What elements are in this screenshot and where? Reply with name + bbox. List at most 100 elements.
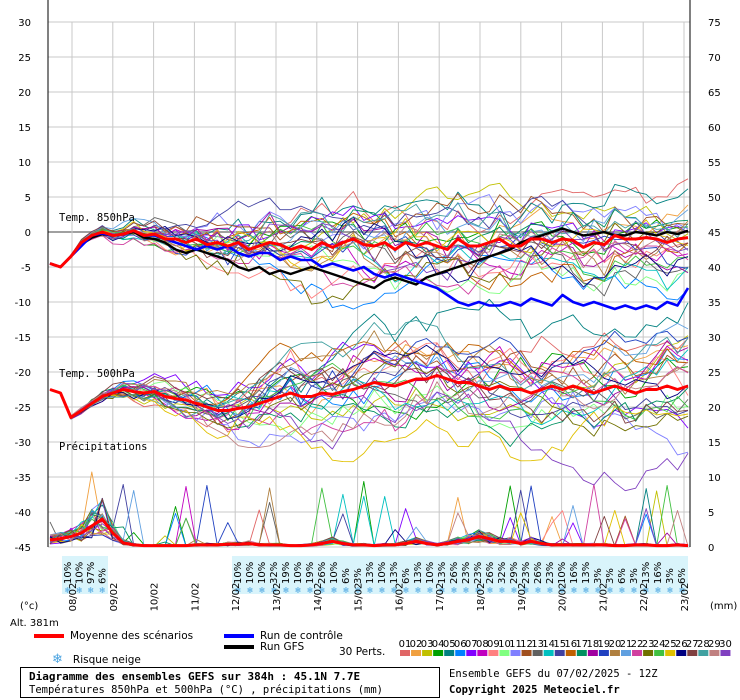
pert-label: 27: [686, 639, 699, 650]
copyright-text: Copyright 2025 Meteociel.fr: [449, 684, 620, 696]
member-t850-line: [49, 195, 689, 268]
legend-snow: ❄ Risque neige: [52, 652, 141, 667]
pert-label: 28: [697, 639, 710, 650]
snowflake-icon: ❄: [403, 586, 409, 596]
snow-risk-pct: 13%: [641, 562, 652, 584]
member-t500-line: [49, 389, 689, 463]
snowflake-icon: ❄: [271, 586, 277, 596]
chart-subtitle: Températures 850hPa et 500hPa (°C) , pré…: [29, 684, 384, 696]
snow-risk-band-b: [232, 556, 688, 594]
snow-risk-pct: 26%: [317, 562, 328, 584]
pert-label: 14: [542, 639, 555, 650]
pert-swatch: [609, 650, 620, 656]
pert-swatch: [422, 650, 433, 656]
chart-title-box: Diagramme des ensembles GEFS sur 384h : …: [20, 667, 440, 698]
snow-risk-pct: 29%: [509, 562, 520, 584]
snow-risk-pct: 13%: [413, 562, 424, 584]
member-t500-line: [49, 335, 689, 425]
snowflake-icon: ❄: [235, 586, 241, 596]
snow-risk-pct: 3%: [593, 568, 604, 584]
pert-swatch: [676, 650, 687, 656]
precip-section-label: Précipitations: [59, 441, 148, 453]
date-tick-label: 15/02: [354, 583, 365, 612]
date-tick-label: 13/02: [272, 583, 283, 612]
pert-label: 15: [553, 639, 566, 650]
pert-label: 22: [631, 639, 644, 650]
snowflake-icon: ❄: [511, 586, 517, 596]
snowflake-icon: ❄: [439, 586, 445, 596]
chart-axes: [47, 0, 691, 547]
left-tick-label: 30: [18, 18, 31, 29]
snow-risk-pct: 10%: [293, 562, 304, 584]
pert-swatch: [400, 650, 410, 656]
legend-mean: Moyenne des scénarios: [34, 630, 193, 642]
snow-risk-pct: 23%: [545, 562, 556, 584]
left-tick-label: 25: [18, 53, 31, 64]
snowflake-icon: ❄: [100, 586, 106, 596]
snow-risk-pct: 10%: [257, 562, 268, 584]
snow-risk-pct: 3%: [605, 568, 616, 584]
legend-control-swatch: [224, 634, 254, 638]
right-tick-label: 40: [708, 263, 721, 274]
snowflake-icon: ❄: [319, 586, 325, 596]
snowflake-icon: ❄: [583, 586, 589, 596]
member-t500-line: [49, 380, 689, 436]
pert-label: 03: [421, 639, 434, 650]
date-tick-label: 14/02: [313, 583, 324, 612]
pert-label: 23: [642, 639, 655, 650]
pert-label: 25: [664, 639, 677, 650]
right-tick-label: 5: [708, 508, 714, 519]
snow-risk-pct: 97%: [86, 562, 97, 584]
pert-swatch: [654, 650, 665, 656]
member-t850-line: [49, 216, 689, 288]
snowflake-icon: ❄: [343, 586, 349, 596]
snow-risk-pct: 23%: [461, 562, 472, 584]
t500-section-label: Temp. 500hPa: [59, 368, 135, 380]
snowflake-icon: ❄: [499, 586, 505, 596]
pert-swatch: [621, 650, 631, 656]
legend-snow-label: Risque neige: [72, 654, 141, 666]
snow-risk-pct: 6%: [617, 568, 628, 584]
pert-swatch: [587, 650, 598, 656]
snowflake-icon: ❄: [77, 586, 83, 596]
chart-title: Diagramme des ensembles GEFS sur 384h : …: [29, 670, 361, 683]
pert-label: 18: [586, 639, 599, 650]
t850-section-label: Temp. 850hPa: [59, 212, 135, 224]
mean-t500-line: [49, 374, 689, 419]
date-tick-label: 21/02: [598, 583, 609, 612]
snow-risk-pct: 10%: [557, 562, 568, 584]
pert-swatch: [698, 650, 709, 656]
snow-risk-pct: 26%: [449, 562, 460, 584]
legend-perts-label: 30 Perts.: [339, 646, 386, 658]
snow-risk-pct: 10%: [233, 562, 244, 584]
snowflake-icon: ❄: [415, 586, 421, 596]
legend-gfs: Run GFS: [224, 641, 304, 653]
snowflake-icon: ❄: [595, 586, 601, 596]
member-t500-line: [49, 330, 689, 419]
mean-precip-line: [49, 517, 689, 548]
snowflake-icon: ❄: [52, 652, 63, 667]
pert-label: 30: [719, 639, 732, 650]
pert-label: 01: [399, 639, 412, 650]
pert-label: 07: [465, 639, 478, 650]
snowflake-icon: ❄: [65, 586, 71, 596]
pert-swatch: [665, 650, 676, 656]
pert-swatch: [598, 650, 609, 656]
left-tick-label: 5: [25, 193, 31, 204]
snow-risk-band-a: [62, 556, 108, 594]
left-tick-label: -45: [15, 543, 31, 554]
pert-swatch: [521, 650, 532, 656]
pert-swatch: [720, 650, 731, 656]
pert-label: 11: [509, 639, 522, 650]
snow-risk-pct: 26%: [533, 562, 544, 584]
snowflake-icon: ❄: [355, 586, 361, 596]
pert-swatch: [565, 650, 576, 656]
left-tick-label: -40: [15, 508, 31, 519]
right-tick-label: 0: [708, 543, 714, 554]
right-tick-label: 10: [708, 473, 721, 484]
snow-risk-pct: 19%: [281, 562, 292, 584]
snowflake-icon: ❄: [367, 586, 373, 596]
pert-swatch: [632, 650, 643, 656]
pert-label: 17: [575, 639, 588, 650]
date-tick-label: 23/02: [680, 583, 691, 612]
